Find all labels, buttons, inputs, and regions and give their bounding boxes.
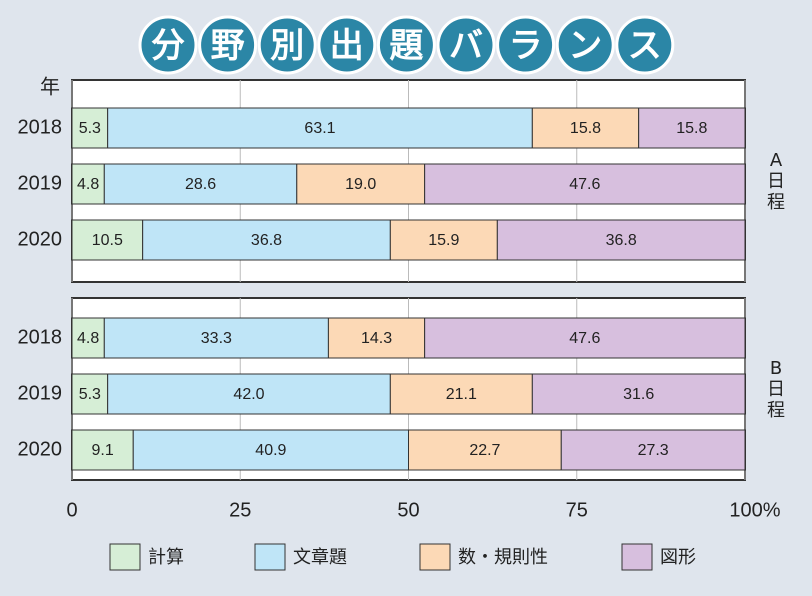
bar-segment bbox=[424, 317, 746, 359]
data-label: 4.8 bbox=[77, 176, 99, 193]
y-tick-label: 2019 bbox=[18, 172, 63, 194]
data-label: 63.1 bbox=[304, 120, 335, 137]
title-circle bbox=[257, 15, 317, 75]
data-label: 15.8 bbox=[570, 120, 601, 137]
data-label: 14.3 bbox=[361, 330, 392, 347]
data-label: 19.0 bbox=[345, 176, 376, 193]
bar-segment bbox=[424, 163, 746, 205]
panel-label: B 日程 bbox=[767, 358, 785, 421]
title-circle bbox=[436, 15, 496, 75]
bar-segment bbox=[107, 373, 391, 415]
bar-segment bbox=[71, 429, 134, 471]
data-label: 15.8 bbox=[676, 120, 707, 137]
data-label: 36.8 bbox=[251, 232, 282, 249]
bar-segment bbox=[560, 429, 746, 471]
y-tick-label: 2020 bbox=[18, 438, 63, 460]
bar-segment bbox=[389, 219, 498, 261]
bar-segment bbox=[71, 107, 109, 149]
x-tick-label: 25 bbox=[229, 499, 251, 521]
title-circle bbox=[138, 15, 198, 75]
y-tick-label: 2020 bbox=[18, 228, 63, 250]
legend-swatch bbox=[109, 543, 141, 571]
data-label: 21.1 bbox=[446, 386, 477, 403]
bar-segment bbox=[71, 317, 105, 359]
bar-segment bbox=[71, 373, 109, 415]
data-label: 28.6 bbox=[185, 176, 216, 193]
bar-segment bbox=[103, 163, 298, 205]
legend-label: 図形 bbox=[660, 547, 696, 568]
bar-segment bbox=[408, 429, 562, 471]
bar-segment bbox=[327, 317, 426, 359]
bar-segment bbox=[531, 373, 746, 415]
title-decoration bbox=[138, 15, 675, 75]
title-circle bbox=[376, 15, 436, 75]
data-label: 31.6 bbox=[623, 386, 654, 403]
bar-segment bbox=[531, 107, 640, 149]
legend-label: 計算 bbox=[148, 547, 184, 568]
data-label: 5.3 bbox=[79, 386, 101, 403]
bar-segment bbox=[132, 429, 409, 471]
legend-swatch bbox=[419, 543, 451, 571]
data-label: 40.9 bbox=[255, 442, 286, 459]
data-label: 42.0 bbox=[233, 386, 264, 403]
title-circle bbox=[555, 15, 615, 75]
x-tick-label: 75 bbox=[566, 499, 588, 521]
bar-segment bbox=[142, 219, 391, 261]
data-label: 9.1 bbox=[91, 442, 113, 459]
x-tick-label: 100% bbox=[729, 499, 780, 521]
bar-segment bbox=[71, 219, 144, 261]
bar-segment bbox=[296, 163, 426, 205]
bar-segment bbox=[389, 373, 533, 415]
chart-title: 分野別出題バランス bbox=[151, 26, 662, 66]
data-label: 22.7 bbox=[469, 442, 500, 459]
legend-label: 数・規則性 bbox=[458, 547, 548, 568]
bar-segment bbox=[107, 107, 533, 149]
title-circle bbox=[317, 15, 377, 75]
data-label: 15.9 bbox=[428, 232, 459, 249]
title-circle bbox=[496, 15, 556, 75]
title-circle bbox=[615, 15, 675, 75]
data-label: 5.3 bbox=[79, 120, 101, 137]
data-label: 47.6 bbox=[569, 330, 600, 347]
bar-segment bbox=[496, 219, 746, 261]
data-label: 10.5 bbox=[92, 232, 123, 249]
data-label: 33.3 bbox=[201, 330, 232, 347]
x-tick-label: 0 bbox=[66, 499, 77, 521]
data-label: 4.8 bbox=[77, 330, 99, 347]
x-tick-label: 50 bbox=[397, 499, 419, 521]
legend-swatch bbox=[621, 543, 653, 571]
bar-segment bbox=[638, 107, 746, 149]
legend-label: 文章題 bbox=[293, 547, 347, 568]
title-circle bbox=[198, 15, 258, 75]
data-label: 47.6 bbox=[569, 176, 600, 193]
y-tick-label: 2018 bbox=[18, 116, 63, 138]
data-label: 36.8 bbox=[606, 232, 637, 249]
y-tick-label: 2018 bbox=[18, 326, 63, 348]
data-label: 27.3 bbox=[638, 442, 669, 459]
legend-swatch bbox=[254, 543, 286, 571]
y-axis-label: 年 bbox=[40, 75, 60, 99]
y-tick-label: 2019 bbox=[18, 382, 63, 404]
panel-label: A 日程 bbox=[767, 150, 785, 213]
